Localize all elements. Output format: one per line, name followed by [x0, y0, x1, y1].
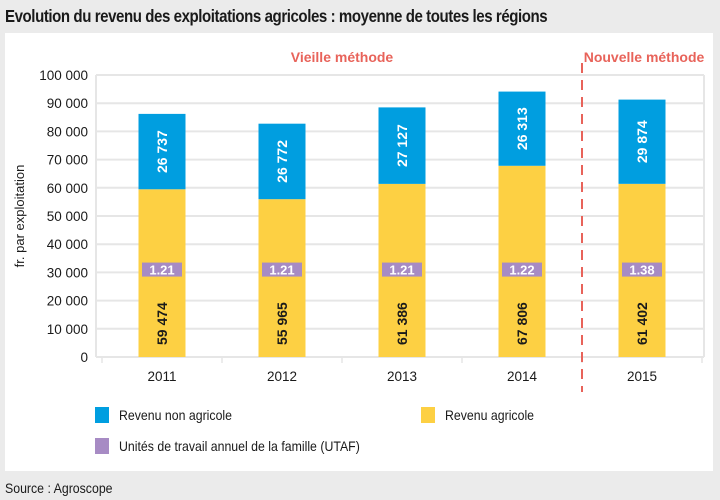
data-label-revenu-agricole: 61 386	[394, 302, 410, 345]
y-tick-label: 80 000	[47, 124, 88, 139]
annotation-new-method: Nouvelle méthode	[584, 49, 705, 65]
y-tick-label: 10 000	[47, 322, 88, 337]
legend-item-non-agri: Revenu non agricole	[95, 406, 247, 424]
y-axis-ticks: 0 10 000 20 000 30 000 40 000 50 000 60 000 70 …	[39, 68, 88, 365]
y-tick-label: 70 000	[47, 153, 88, 168]
x-tick-label: 2012	[267, 369, 297, 384]
data-label-revenu-agricole: 67 806	[514, 302, 530, 345]
y-tick-label: 60 000	[47, 181, 88, 196]
legend-item-agri: Revenu agricole	[421, 406, 546, 424]
utaf-label: 1.21	[149, 263, 174, 278]
bars: 59 474 26 737 1.21 55 965 26 772 1.21 61 386 27…	[138, 91, 666, 357]
data-label-revenu-agricole: 61 402	[634, 302, 650, 345]
utaf-label: 1.38	[629, 263, 654, 278]
legend-swatch-non-agri	[95, 407, 109, 424]
bar-revenu-non-agricole	[498, 91, 546, 166]
data-label-revenu-non-agricole: 29 874	[634, 120, 650, 163]
bar-revenu-non-agricole	[378, 107, 426, 184]
bar-revenu-non-agricole	[258, 123, 306, 200]
legend-label: Unités de travail annuel de la famille (…	[119, 438, 360, 455]
legend-item-utaf: Unités de travail annuel de la famille (…	[95, 437, 393, 455]
chart-card	[5, 33, 713, 471]
legend-swatch-utaf	[95, 438, 109, 455]
x-axis-ticks: 2011 2012 2013 2014 2015	[101, 357, 703, 384]
bar-revenu-agricole	[498, 165, 546, 357]
utaf-label: 1.21	[269, 263, 294, 278]
data-label-revenu-non-agricole: 27 127	[394, 124, 410, 167]
annotations: Vieille méthode Nouvelle méthode	[291, 49, 705, 392]
legend-label: Revenu non agricole	[119, 407, 233, 424]
y-axis-label: fr. par exploitation	[12, 165, 27, 268]
utaf-marker	[142, 262, 182, 277]
x-tick-label: 2011	[147, 369, 176, 384]
y-tick-label: 0	[80, 350, 88, 365]
y-tick-label: 40 000	[47, 237, 88, 252]
bar-revenu-agricole	[258, 199, 306, 357]
y-tick-label: 90 000	[47, 96, 88, 111]
utaf-label: 1.22	[509, 263, 534, 278]
legend-label: Revenu agricole	[445, 407, 535, 424]
data-label-revenu-non-agricole: 26 737	[154, 130, 170, 173]
data-label-revenu-non-agricole: 26 313	[514, 107, 530, 150]
legend-swatch-agri	[421, 407, 435, 424]
utaf-label: 1.21	[389, 263, 414, 278]
utaf-marker	[382, 262, 422, 277]
y-tick-label: 100 000	[39, 68, 88, 83]
utaf-marker	[502, 262, 542, 277]
source-note: Source : Agroscope	[5, 480, 113, 496]
utaf-marker	[262, 262, 302, 277]
annotation-old-method: Vieille méthode	[291, 49, 394, 65]
utaf-marker	[622, 262, 662, 277]
y-tick-label: 20 000	[47, 294, 88, 309]
data-label-revenu-agricole: 55 965	[274, 302, 290, 345]
y-tick-label: 30 000	[47, 265, 88, 280]
chart-title: Evolution du revenu des exploitations ag…	[5, 6, 548, 26]
x-tick-label: 2013	[387, 369, 417, 384]
bar-revenu-non-agricole	[618, 99, 666, 184]
bar-revenu-non-agricole	[138, 113, 186, 190]
x-tick-label: 2015	[627, 369, 657, 384]
data-label-revenu-agricole: 59 474	[154, 302, 170, 345]
y-tick-label: 50 000	[47, 209, 88, 224]
data-label-revenu-non-agricole: 26 772	[274, 140, 290, 183]
x-tick-label: 2014	[507, 369, 538, 384]
